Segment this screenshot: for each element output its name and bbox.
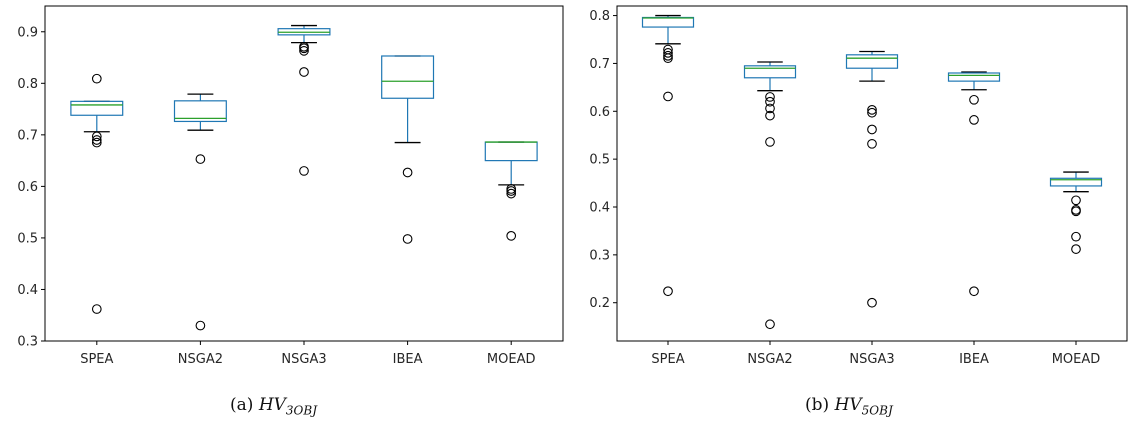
y-tick-label: 0.3	[17, 335, 38, 350]
flier-point	[1071, 195, 1081, 206]
box-nsga3	[845, 50, 899, 308]
y-tick-label: 0.3	[589, 248, 610, 263]
box-iqr	[845, 54, 899, 69]
box-ibea	[947, 71, 1001, 297]
flier-point	[195, 154, 206, 164]
flier-point	[765, 319, 775, 330]
box-iqr	[381, 55, 435, 99]
box-iqr	[484, 141, 538, 162]
y-tick-label: 0.5	[589, 153, 610, 168]
flier-point	[299, 43, 309, 54]
box-iqr	[743, 65, 797, 79]
chart-hv-5obj: 0.2 0.3 0.4 0.5 0.6 0.7 0.8 SPEA NSGA2 NSGA3 IBEA M…	[589, 5, 1128, 367]
flier-point	[1071, 231, 1081, 242]
caption-main: HV	[258, 395, 286, 415]
flier-point	[969, 286, 979, 297]
box-spea	[70, 73, 124, 314]
x-tick-label: MOEAD	[1052, 352, 1101, 367]
flier-point	[663, 91, 673, 102]
plot-frame	[44, 5, 564, 342]
flier-point	[663, 48, 673, 58]
flier-point	[969, 94, 979, 105]
flier-point	[867, 138, 877, 149]
y-tick-label: 0.6	[589, 105, 610, 120]
box-ibea	[381, 55, 435, 244]
caption-prefix: (a)	[230, 395, 259, 415]
flier-point	[91, 131, 102, 142]
box-iqr	[70, 100, 124, 116]
box-nsga3	[277, 24, 331, 176]
box-nsga2	[743, 61, 797, 330]
flier-point	[299, 45, 309, 56]
flier-point	[663, 286, 673, 297]
y-tick-label: 0.7	[17, 128, 38, 143]
chart-hv-3obj: 0.3 0.4 0.5 0.6 0.7 0.8 0.9 SPEA NSGA2 NSGA3 IBEA M…	[17, 5, 564, 367]
y-tick-label: 0.5	[17, 231, 38, 246]
flier-point	[663, 50, 673, 61]
flier-point	[91, 135, 102, 145]
plot-frame	[616, 5, 1128, 342]
x-tick-label: IBEA	[959, 352, 989, 367]
flier-point	[765, 137, 775, 147]
flier-point	[402, 167, 413, 178]
flier-point	[195, 320, 206, 331]
x-tick-label: NSGA3	[281, 352, 326, 367]
flier-point	[1071, 206, 1081, 217]
box-moead	[484, 141, 538, 241]
flier-point	[506, 188, 517, 199]
flier-point	[299, 166, 309, 176]
y-tick-label: 0.8	[589, 9, 610, 24]
flier-point	[765, 110, 775, 121]
x-tick-label: MOEAD	[487, 352, 536, 367]
y-tick-label: 0.6	[17, 180, 38, 195]
x-tick-label: NSGA2	[178, 352, 223, 367]
y-tick-label: 0.2	[589, 296, 610, 311]
x-tick-label: NSGA2	[747, 352, 792, 367]
caption-main: HV	[834, 395, 862, 415]
y-tick-label: 0.9	[17, 25, 38, 40]
caption-sub: 3OBJ	[285, 403, 318, 418]
y-tick-label: 0.4	[589, 201, 610, 216]
flier-point	[299, 67, 309, 77]
flier-point	[765, 96, 775, 107]
y-tick-label: 0.4	[17, 283, 38, 298]
caption-sub: 5OBJ	[861, 403, 893, 418]
box-moead	[1049, 171, 1103, 254]
box-spea	[641, 14, 695, 297]
box-iqr	[173, 100, 227, 123]
flier-point	[91, 137, 102, 148]
y-tick-label: 0.7	[589, 57, 610, 72]
flier-point	[506, 231, 517, 241]
flier-point	[867, 297, 877, 308]
flier-point	[765, 92, 775, 102]
x-tick-label: SPEA	[651, 352, 684, 367]
flier-point	[663, 53, 673, 64]
box-iqr	[947, 72, 1001, 82]
flier-point	[402, 234, 413, 244]
flier-point	[91, 73, 102, 84]
flier-point	[91, 304, 102, 314]
caption-hv-3obj: (a) HV3OBJ	[230, 395, 317, 417]
flier-point	[969, 115, 979, 125]
box-iqr	[641, 16, 695, 28]
flier-point	[867, 124, 877, 135]
x-tick-label: IBEA	[393, 352, 423, 367]
x-tick-label: SPEA	[80, 352, 113, 367]
flier-point	[867, 104, 877, 115]
flier-point	[506, 186, 517, 196]
flier-point	[765, 103, 775, 114]
caption-prefix: (b)	[805, 395, 835, 415]
caption-hv-5obj: (b) HV5OBJ	[805, 395, 893, 417]
y-tick-label: 0.8	[17, 77, 38, 92]
flier-point	[867, 107, 877, 118]
box-nsga2	[173, 93, 227, 331]
x-tick-label: NSGA3	[849, 352, 894, 367]
box-iqr	[1049, 177, 1103, 187]
flier-point	[1071, 244, 1081, 254]
